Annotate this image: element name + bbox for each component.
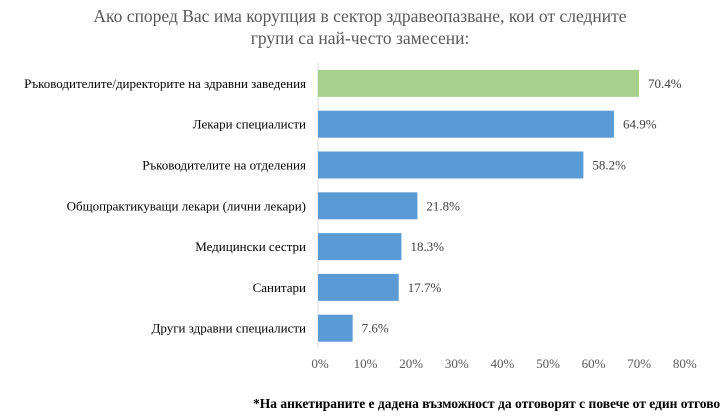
- x-tick-label: 80%: [673, 356, 697, 371]
- bar: [318, 110, 614, 138]
- x-tick-label: 40%: [490, 356, 514, 371]
- category-label: Ръководителите/директорите на здравни за…: [24, 76, 306, 91]
- value-label: 21.8%: [426, 198, 460, 213]
- bar: [318, 69, 640, 97]
- category-label: Ръководителите на отделения: [142, 158, 306, 173]
- value-label: 58.2%: [592, 158, 626, 173]
- value-label: 18.3%: [410, 239, 444, 254]
- value-label: 70.4%: [648, 76, 682, 91]
- x-tick-label: 30%: [445, 356, 469, 371]
- x-tick-label: 10%: [354, 356, 378, 371]
- x-tick-label: 20%: [399, 356, 423, 371]
- chart-title-line-1: Ако според Вас има корупция в сектор здр…: [93, 6, 627, 26]
- chart-title-line-2: групи са най-често замесени:: [250, 28, 470, 48]
- x-tick-label: 60%: [582, 356, 606, 371]
- category-label: Лекари специалисти: [193, 117, 306, 132]
- bar: [318, 314, 353, 342]
- category-label: Санитари: [253, 280, 306, 295]
- category-label: Други здравни специалисти: [152, 321, 307, 336]
- x-tick-label: 70%: [627, 356, 651, 371]
- value-label: 7.6%: [362, 321, 389, 336]
- bar: [318, 151, 584, 179]
- bar: [318, 192, 418, 220]
- category-label: Общопрактикуващи лекари (лични лекари): [67, 198, 306, 213]
- x-tick-label: 50%: [536, 356, 560, 371]
- footnote: *На анкетираните е дадена възможност да …: [253, 396, 720, 411]
- value-label: 17.7%: [408, 280, 442, 295]
- bar: [318, 273, 399, 301]
- category-label: Медицински сестри: [195, 239, 306, 254]
- value-label: 64.9%: [623, 117, 657, 132]
- bar: [318, 233, 402, 261]
- x-tick-label: 0%: [311, 356, 329, 371]
